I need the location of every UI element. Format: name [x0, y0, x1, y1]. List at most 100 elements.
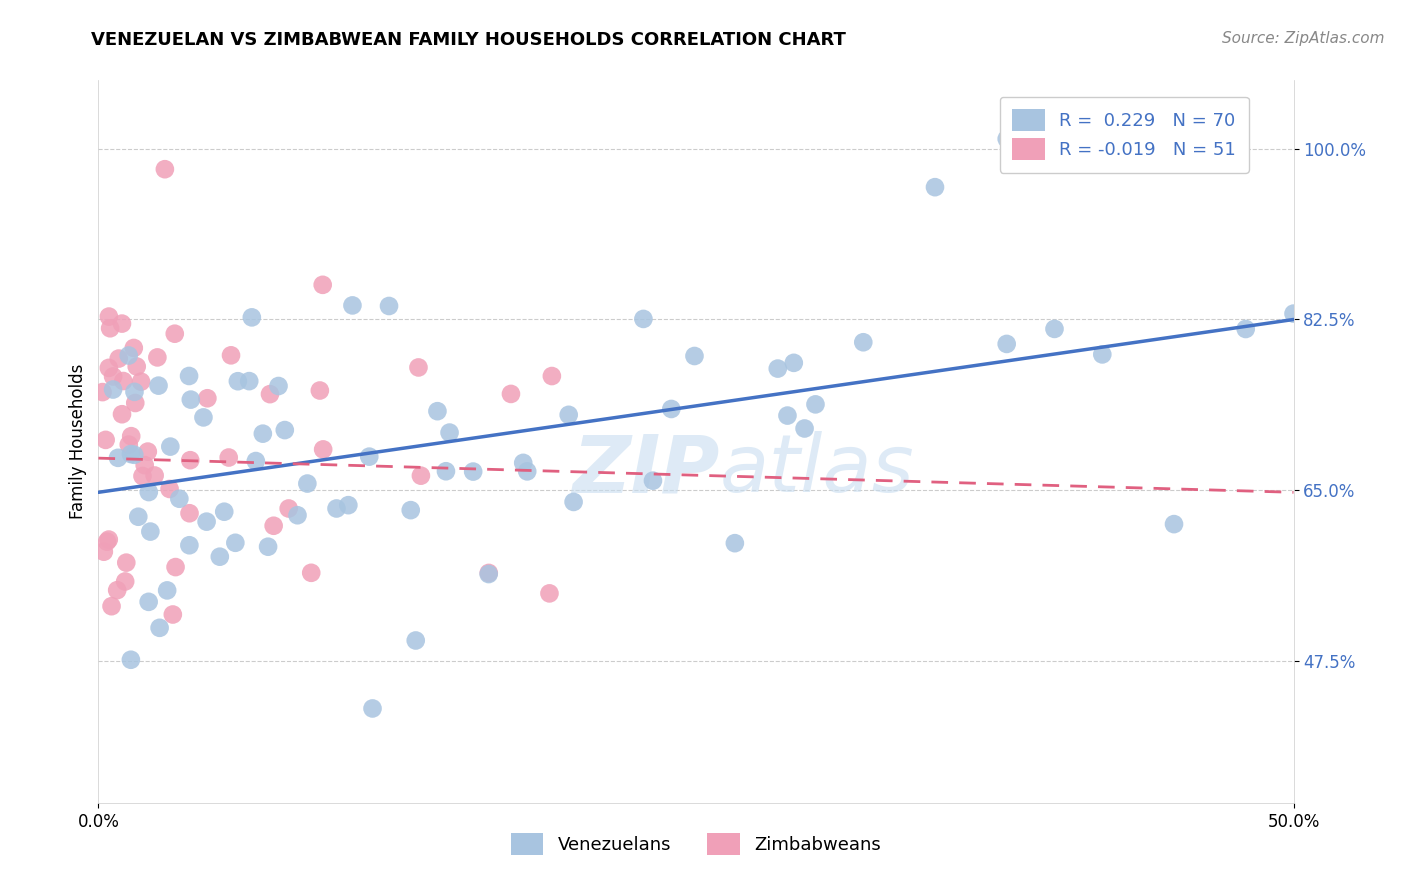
- Point: [408, 360, 430, 375]
- Point: [100, 599, 122, 614]
- Point: [138, 595, 160, 609]
- Point: [342, 298, 364, 312]
- Point: [134, 458, 156, 472]
- Point: [112, 374, 135, 388]
- Point: [91, 385, 114, 400]
- Point: [165, 560, 187, 574]
- Point: [136, 444, 159, 458]
- Point: [238, 374, 260, 388]
- Point: [177, 369, 200, 384]
- Point: [124, 396, 146, 410]
- Text: ZIP: ZIP: [572, 432, 720, 509]
- Point: [463, 465, 485, 479]
- Point: [633, 312, 655, 326]
- Point: [378, 299, 401, 313]
- Point: [1163, 517, 1185, 532]
- Point: [159, 482, 181, 496]
- Point: [97, 533, 120, 547]
- Point: [538, 586, 561, 600]
- Point: [226, 374, 249, 388]
- Point: [138, 485, 160, 500]
- Point: [516, 464, 538, 478]
- Point: [107, 351, 129, 366]
- Point: [129, 375, 152, 389]
- Point: [434, 464, 457, 478]
- Point: [512, 456, 534, 470]
- Point: [114, 574, 136, 589]
- Point: [149, 621, 172, 635]
- Point: [219, 348, 242, 362]
- Point: [337, 498, 360, 512]
- Point: [852, 335, 875, 350]
- Point: [101, 369, 124, 384]
- Point: [93, 545, 115, 559]
- Point: [439, 425, 461, 440]
- Point: [131, 469, 153, 483]
- Point: [361, 701, 384, 715]
- Point: [259, 387, 281, 401]
- Point: [111, 317, 134, 331]
- Point: [804, 397, 827, 411]
- Point: [124, 384, 146, 399]
- Point: [212, 505, 235, 519]
- Point: [776, 409, 799, 423]
- Point: [274, 423, 297, 437]
- Point: [120, 653, 142, 667]
- Point: [143, 468, 166, 483]
- Point: [995, 337, 1018, 351]
- Text: Source: ZipAtlas.com: Source: ZipAtlas.com: [1222, 31, 1385, 46]
- Point: [405, 633, 427, 648]
- Point: [724, 536, 747, 550]
- Point: [163, 326, 186, 341]
- Text: VENEZUELAN VS ZIMBABWEAN FAMILY HOUSEHOLDS CORRELATION CHART: VENEZUELAN VS ZIMBABWEAN FAMILY HOUSEHOL…: [91, 31, 846, 49]
- Point: [97, 310, 120, 324]
- Point: [105, 583, 128, 598]
- Point: [179, 538, 201, 552]
- Point: [793, 421, 815, 435]
- Point: [127, 509, 149, 524]
- Point: [683, 349, 706, 363]
- Point: [179, 453, 201, 467]
- Point: [169, 491, 191, 506]
- Point: [277, 501, 299, 516]
- Point: [120, 429, 142, 443]
- Point: [287, 508, 309, 523]
- Point: [159, 440, 181, 454]
- Point: [115, 556, 138, 570]
- Point: [399, 503, 422, 517]
- Legend: Venezuelans, Zimbabweans: Venezuelans, Zimbabweans: [503, 826, 889, 863]
- Point: [124, 448, 146, 462]
- Point: [111, 407, 134, 421]
- Point: [224, 536, 246, 550]
- Point: [557, 408, 579, 422]
- Point: [208, 549, 231, 564]
- Point: [98, 321, 121, 335]
- Point: [659, 401, 682, 416]
- Point: [308, 384, 330, 398]
- Point: [257, 540, 280, 554]
- Point: [263, 518, 285, 533]
- Point: [267, 379, 290, 393]
- Point: [153, 162, 176, 177]
- Point: [101, 383, 124, 397]
- Point: [240, 310, 263, 325]
- Point: [218, 450, 240, 465]
- Point: [180, 392, 202, 407]
- Point: [766, 361, 789, 376]
- Point: [245, 454, 267, 468]
- Point: [146, 351, 169, 365]
- Point: [312, 442, 335, 457]
- Point: [195, 391, 218, 405]
- Text: atlas: atlas: [720, 432, 915, 509]
- Point: [156, 583, 179, 598]
- Point: [499, 387, 522, 401]
- Point: [783, 356, 806, 370]
- Point: [122, 341, 145, 355]
- Point: [562, 495, 585, 509]
- Point: [409, 468, 432, 483]
- Point: [641, 474, 664, 488]
- Point: [125, 359, 148, 374]
- Point: [179, 506, 201, 520]
- Point: [139, 524, 162, 539]
- Point: [1043, 322, 1066, 336]
